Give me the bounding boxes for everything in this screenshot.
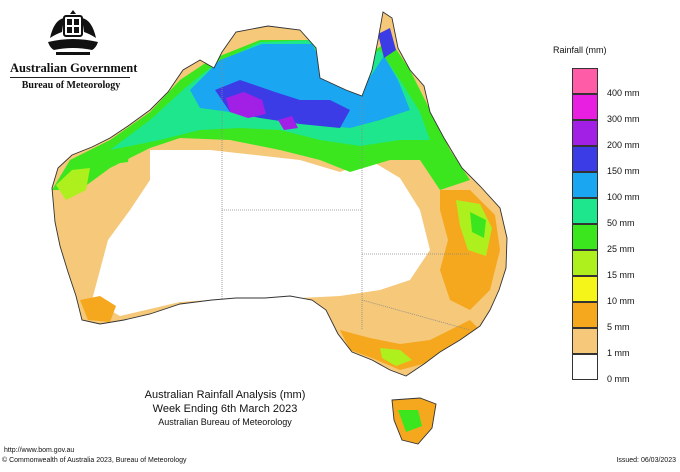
rain-200mm-region — [226, 92, 266, 118]
legend-title: Rainfall (mm) — [553, 45, 607, 55]
legend-label: 25 mm — [607, 244, 635, 254]
rain-25mm-east-region — [470, 212, 486, 238]
rain-25mm-kimberley-region — [110, 148, 130, 164]
legend-swatch — [572, 250, 598, 276]
rain-200mm-small-region — [278, 116, 298, 130]
bureau-title: Bureau of Meteorology — [21, 80, 121, 91]
dry-interior-region — [92, 150, 430, 316]
legend-label: 150 mm — [607, 166, 640, 176]
rain-15mm-west-region — [56, 168, 90, 200]
legend-swatch — [572, 198, 598, 224]
legend-swatch — [572, 146, 598, 172]
legend-label: 5 mm — [607, 322, 630, 332]
legend-swatch — [572, 328, 598, 354]
rain-5mm-south-region — [340, 320, 480, 370]
caption-period: Week Ending 6th March 2023 — [152, 403, 298, 415]
map-caption: Australian Rainfall Analysis (mm) Week E… — [100, 388, 350, 428]
rain-5mm-southwest-region — [80, 296, 116, 322]
legend-swatch — [572, 120, 598, 146]
logo-divider — [10, 77, 130, 78]
legend-swatch — [572, 68, 598, 94]
caption-title: Australian Rainfall Analysis (mm) — [144, 389, 306, 401]
footer-copyright: © Commonwealth of Australia 2023, Bureau… — [2, 457, 187, 464]
rain-15mm-victoria-region — [380, 348, 412, 366]
coat-of-arms-icon — [48, 10, 98, 55]
legend-swatch — [572, 224, 598, 250]
rain-150mm-cape-region — [378, 28, 396, 58]
footer-issued-date: Issued: 06/03/2023 — [616, 457, 676, 464]
rain-150mm-region — [215, 80, 350, 128]
legend-swatch — [572, 354, 598, 380]
legend-swatch — [572, 276, 598, 302]
legend-label: 400 mm — [607, 88, 640, 98]
caption-source: Australian Bureau of Meteorology — [158, 417, 292, 427]
coastline — [51, 11, 508, 377]
footer-url-link[interactable]: http://www.bom.gov.au — [4, 447, 75, 454]
legend-swatch — [572, 94, 598, 120]
legend-label: 10 mm — [607, 296, 635, 306]
legend-swatch — [572, 302, 598, 328]
legend-label: 300 mm — [607, 114, 640, 124]
government-title: Australian Government — [10, 61, 138, 75]
legend-label: 50 mm — [607, 218, 635, 228]
legend-label: 0 mm — [607, 374, 630, 384]
legend-swatch — [572, 172, 598, 198]
legend-label: 200 mm — [607, 140, 640, 150]
government-logo: Australian Government Bureau of Meteorol… — [8, 6, 138, 98]
legend-label: 1 mm — [607, 348, 630, 358]
state-borders — [221, 60, 471, 331]
legend-label: 15 mm — [607, 270, 635, 280]
legend-label: 100 mm — [607, 192, 640, 202]
tasmania-25mm-region — [398, 410, 422, 432]
